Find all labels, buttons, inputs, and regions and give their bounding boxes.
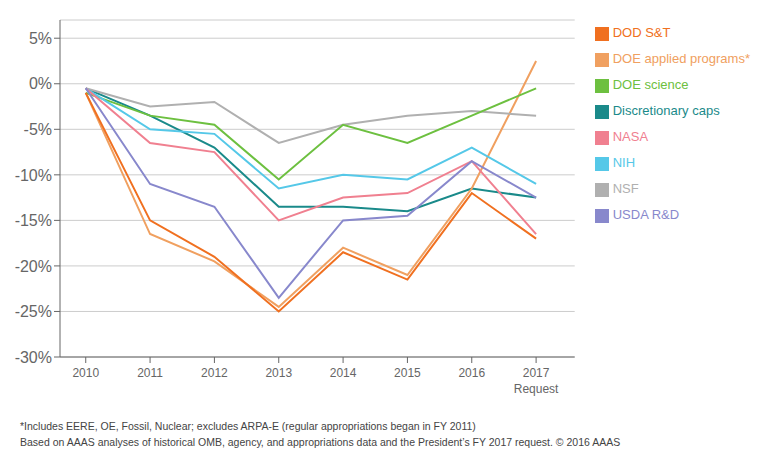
svg-text:0%: 0% (29, 75, 52, 92)
svg-text:2016: 2016 (458, 366, 485, 380)
html-text:NASA: NASA (612, 129, 649, 144)
html-text:Based on AAAS analyses of hist: Based on AAAS analyses of historical OMB… (20, 436, 621, 448)
svg-text:-10%: -10% (15, 167, 52, 184)
svg-text:-5%: -5% (24, 121, 52, 138)
svg-text:2011: 2011 (137, 366, 163, 380)
html-text:Discretionary caps: Discretionary caps (612, 103, 720, 118)
html-text:DOE science: DOE science (612, 77, 689, 92)
svg-text:5%: 5% (29, 30, 52, 47)
svg-text:2014: 2014 (330, 366, 357, 380)
html-text:DOD S&T: DOD S&T (612, 25, 671, 40)
svg-text:2013: 2013 (265, 366, 292, 380)
svg-text:-20%: -20% (15, 258, 52, 275)
svg-text:2012: 2012 (201, 366, 228, 380)
svg-text:-25%: -25% (15, 303, 52, 320)
svg-text:-30%: -30% (15, 349, 52, 366)
html-text:NIH: NIH (612, 155, 636, 170)
svg-text:2017: 2017 (523, 366, 550, 380)
html-text:*Includes EERE, OE, Fossil, Nu: *Includes EERE, OE, Fossil, Nuclear; exc… (20, 420, 476, 432)
html-text:USDA R&D: USDA R&D (612, 207, 680, 222)
html-text:NSF: NSF (612, 181, 639, 196)
svg-text:2015: 2015 (394, 366, 421, 380)
svg-text:-15%: -15% (15, 212, 52, 229)
svg-text:Request: Request (514, 382, 559, 396)
html-text:DOE applied programs*: DOE applied programs* (612, 51, 750, 66)
svg-text:2010: 2010 (72, 366, 99, 380)
